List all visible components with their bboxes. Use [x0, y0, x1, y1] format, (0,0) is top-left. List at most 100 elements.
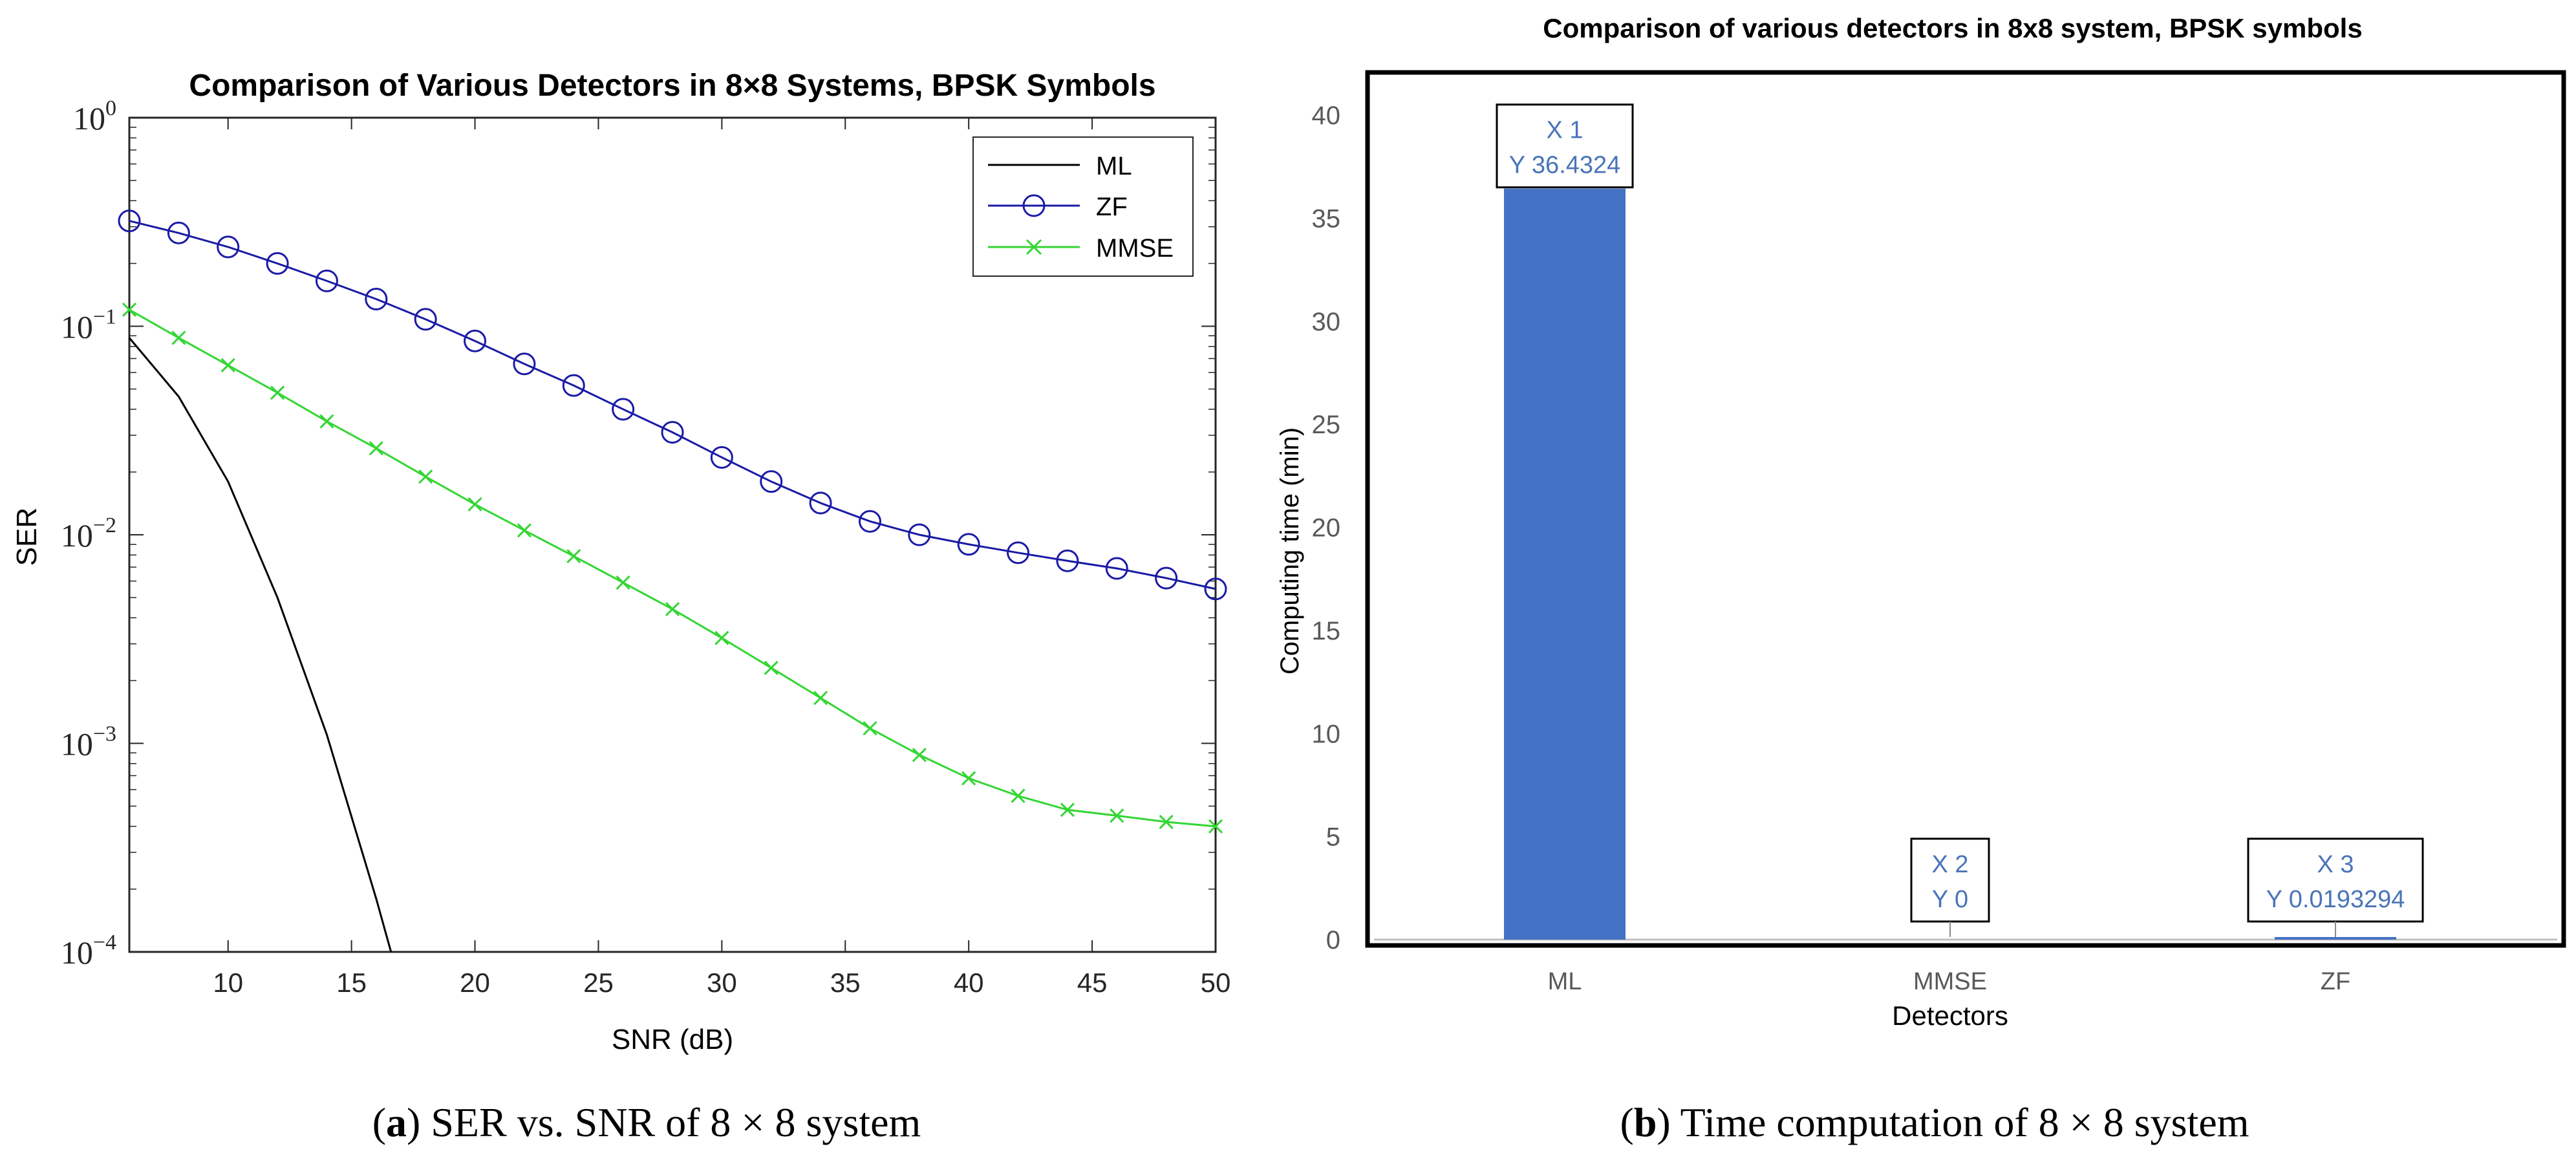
ser-x-tick-label: 15 [336, 967, 367, 998]
series-zf-point [414, 308, 437, 331]
ser-x-tick-label: 25 [583, 967, 614, 998]
ser-y-tick-label: 10−4 [61, 931, 116, 971]
series-zf-point [760, 470, 783, 493]
series-zf-point [513, 352, 536, 376]
datatip-box [1910, 837, 1990, 923]
series-mmse-point [1208, 819, 1223, 834]
series-mmse-point [1060, 803, 1075, 817]
series-zf-point [562, 374, 585, 397]
series-zf-point [266, 252, 289, 275]
ser-y-tick-label: 10−1 [61, 305, 116, 345]
series-zf-point [612, 398, 635, 421]
series-mmse-point [1159, 814, 1174, 830]
caption-a-label: a [386, 1099, 407, 1145]
series-zf-point [1204, 577, 1227, 601]
ser-chart-title: Comparison of Various Detectors in 8×8 S… [189, 69, 1155, 103]
time-chart-title: Comparison of various detectors in 8x8 s… [1543, 13, 2362, 43]
series-mmse-point [517, 523, 531, 538]
series-mmse-point [122, 302, 137, 318]
series-zf-point [1056, 549, 1079, 572]
datatip-y-label: Y 0 [1932, 886, 1968, 913]
time-bars-group: X 1 Y 36.4324 X 2 Y 0 X 3 Y 0.0193294 [1496, 103, 2424, 940]
time-x-tick-label: MMSE [1913, 968, 1987, 995]
datatip-box [1496, 103, 1634, 189]
series-mmse-point [714, 630, 729, 645]
legend-mmse-marker [1025, 239, 1042, 255]
series-mmse-point [1110, 808, 1124, 823]
time-y-tick-label: 5 [1326, 823, 1340, 852]
ser-ticks: 10 15 20 25 30 35 40 45 50 100 10−1 10−2 10−3 10−4 [61, 96, 1231, 998]
time-y-tick-label: 40 [1312, 102, 1341, 130]
series-zf-point [809, 491, 832, 515]
time-y-tick-label: 20 [1312, 514, 1341, 543]
time-y-tick-label: 25 [1312, 411, 1341, 439]
ser-series-group [118, 210, 1227, 953]
time-y-axis-label: Computing time (min) [1276, 427, 1304, 674]
series-zf-point [908, 523, 931, 546]
legend-mmse-label: MMSE [1096, 234, 1174, 263]
time-x-axis-label: Detectors [1892, 1000, 2008, 1031]
series-zf-point [661, 421, 684, 444]
ser-y-tick-label: 10−2 [61, 513, 116, 554]
series-zf-point [957, 533, 980, 556]
caption-b-text: Time computation of 8 × 8 system [1680, 1099, 2249, 1145]
caption-b: (b) Time computation of 8 × 8 system [1620, 1099, 2249, 1145]
bar-ml [1504, 188, 1626, 940]
series-mmse-point [665, 601, 680, 617]
series-mmse-point [912, 748, 927, 762]
series-mmse-point [616, 575, 630, 590]
series-zf-point [217, 235, 240, 259]
ser-x-tick-label: 30 [707, 967, 737, 998]
series-mmse-point [220, 358, 235, 372]
datatip-y-label: Y 0.0193294 [2266, 886, 2405, 913]
series-mmse-point [566, 548, 581, 564]
caption-a: (a) SER vs. SNR of 8 × 8 system [372, 1099, 921, 1145]
series-mmse-point [418, 469, 433, 484]
series-ml-line [128, 337, 392, 953]
caption-b-label: b [1634, 1099, 1657, 1145]
series-zf-line [129, 220, 1216, 590]
time-y-tick-label: 0 [1326, 926, 1340, 954]
series-mmse-point [467, 497, 482, 512]
series-mmse-point [319, 414, 334, 429]
series-zf-point [1105, 557, 1128, 580]
ser-x-tick-label: 10 [213, 967, 243, 998]
series-mmse-point [1011, 788, 1025, 803]
bar-zf [2275, 937, 2396, 940]
series-zf-point [464, 329, 487, 352]
series-zf-point [858, 510, 881, 533]
ser-y-tick-label: 100 [73, 96, 116, 136]
time-ticks: 0 5 10 15 20 25 30 35 40 ML MMSE ZF [1312, 102, 2557, 995]
series-mmse-point [369, 441, 383, 456]
time-y-tick-label: 30 [1312, 308, 1341, 336]
ser-x-tick-label: 45 [1077, 967, 1108, 998]
time-chart: Comparison of various detectors in 8x8 s… [1276, 13, 2566, 1145]
series-zf-point [315, 269, 338, 292]
series-mmse-point [813, 691, 828, 706]
ser-chart: Comparison of Various Detectors in 8×8 S… [11, 69, 1230, 1145]
datatip-y-label: Y 36.4324 [1509, 152, 1621, 179]
legend-zf-label: ZF [1096, 193, 1128, 221]
datatip-x-label: X 2 [1931, 851, 1968, 878]
time-y-tick-label: 15 [1312, 617, 1341, 645]
ser-x-tick-label: 20 [460, 967, 490, 998]
ser-y-axis-label: SER [11, 508, 43, 566]
ser-x-axis-label: SNR (dB) [612, 1024, 733, 1055]
series-zf-point [118, 210, 141, 233]
ser-x-tick-label: 35 [830, 967, 861, 998]
datatip-x-label: X 3 [2317, 851, 2354, 878]
legend-zf-marker [1022, 194, 1046, 217]
series-mmse-point [270, 385, 285, 400]
ser-legend: ML ZF MMSE [972, 136, 1194, 277]
series-zf-point [167, 221, 190, 244]
series-zf-point [365, 287, 388, 310]
series-zf-point [1155, 566, 1178, 590]
time-x-tick-label: ZF [2321, 968, 2350, 995]
ser-x-tick-label: 40 [954, 967, 984, 998]
series-zf-point [710, 446, 733, 469]
time-y-tick-label: 10 [1312, 720, 1341, 748]
series-mmse-point [764, 660, 778, 675]
time-x-tick-label: ML [1548, 968, 1582, 995]
time-y-tick-label: 35 [1312, 204, 1341, 233]
